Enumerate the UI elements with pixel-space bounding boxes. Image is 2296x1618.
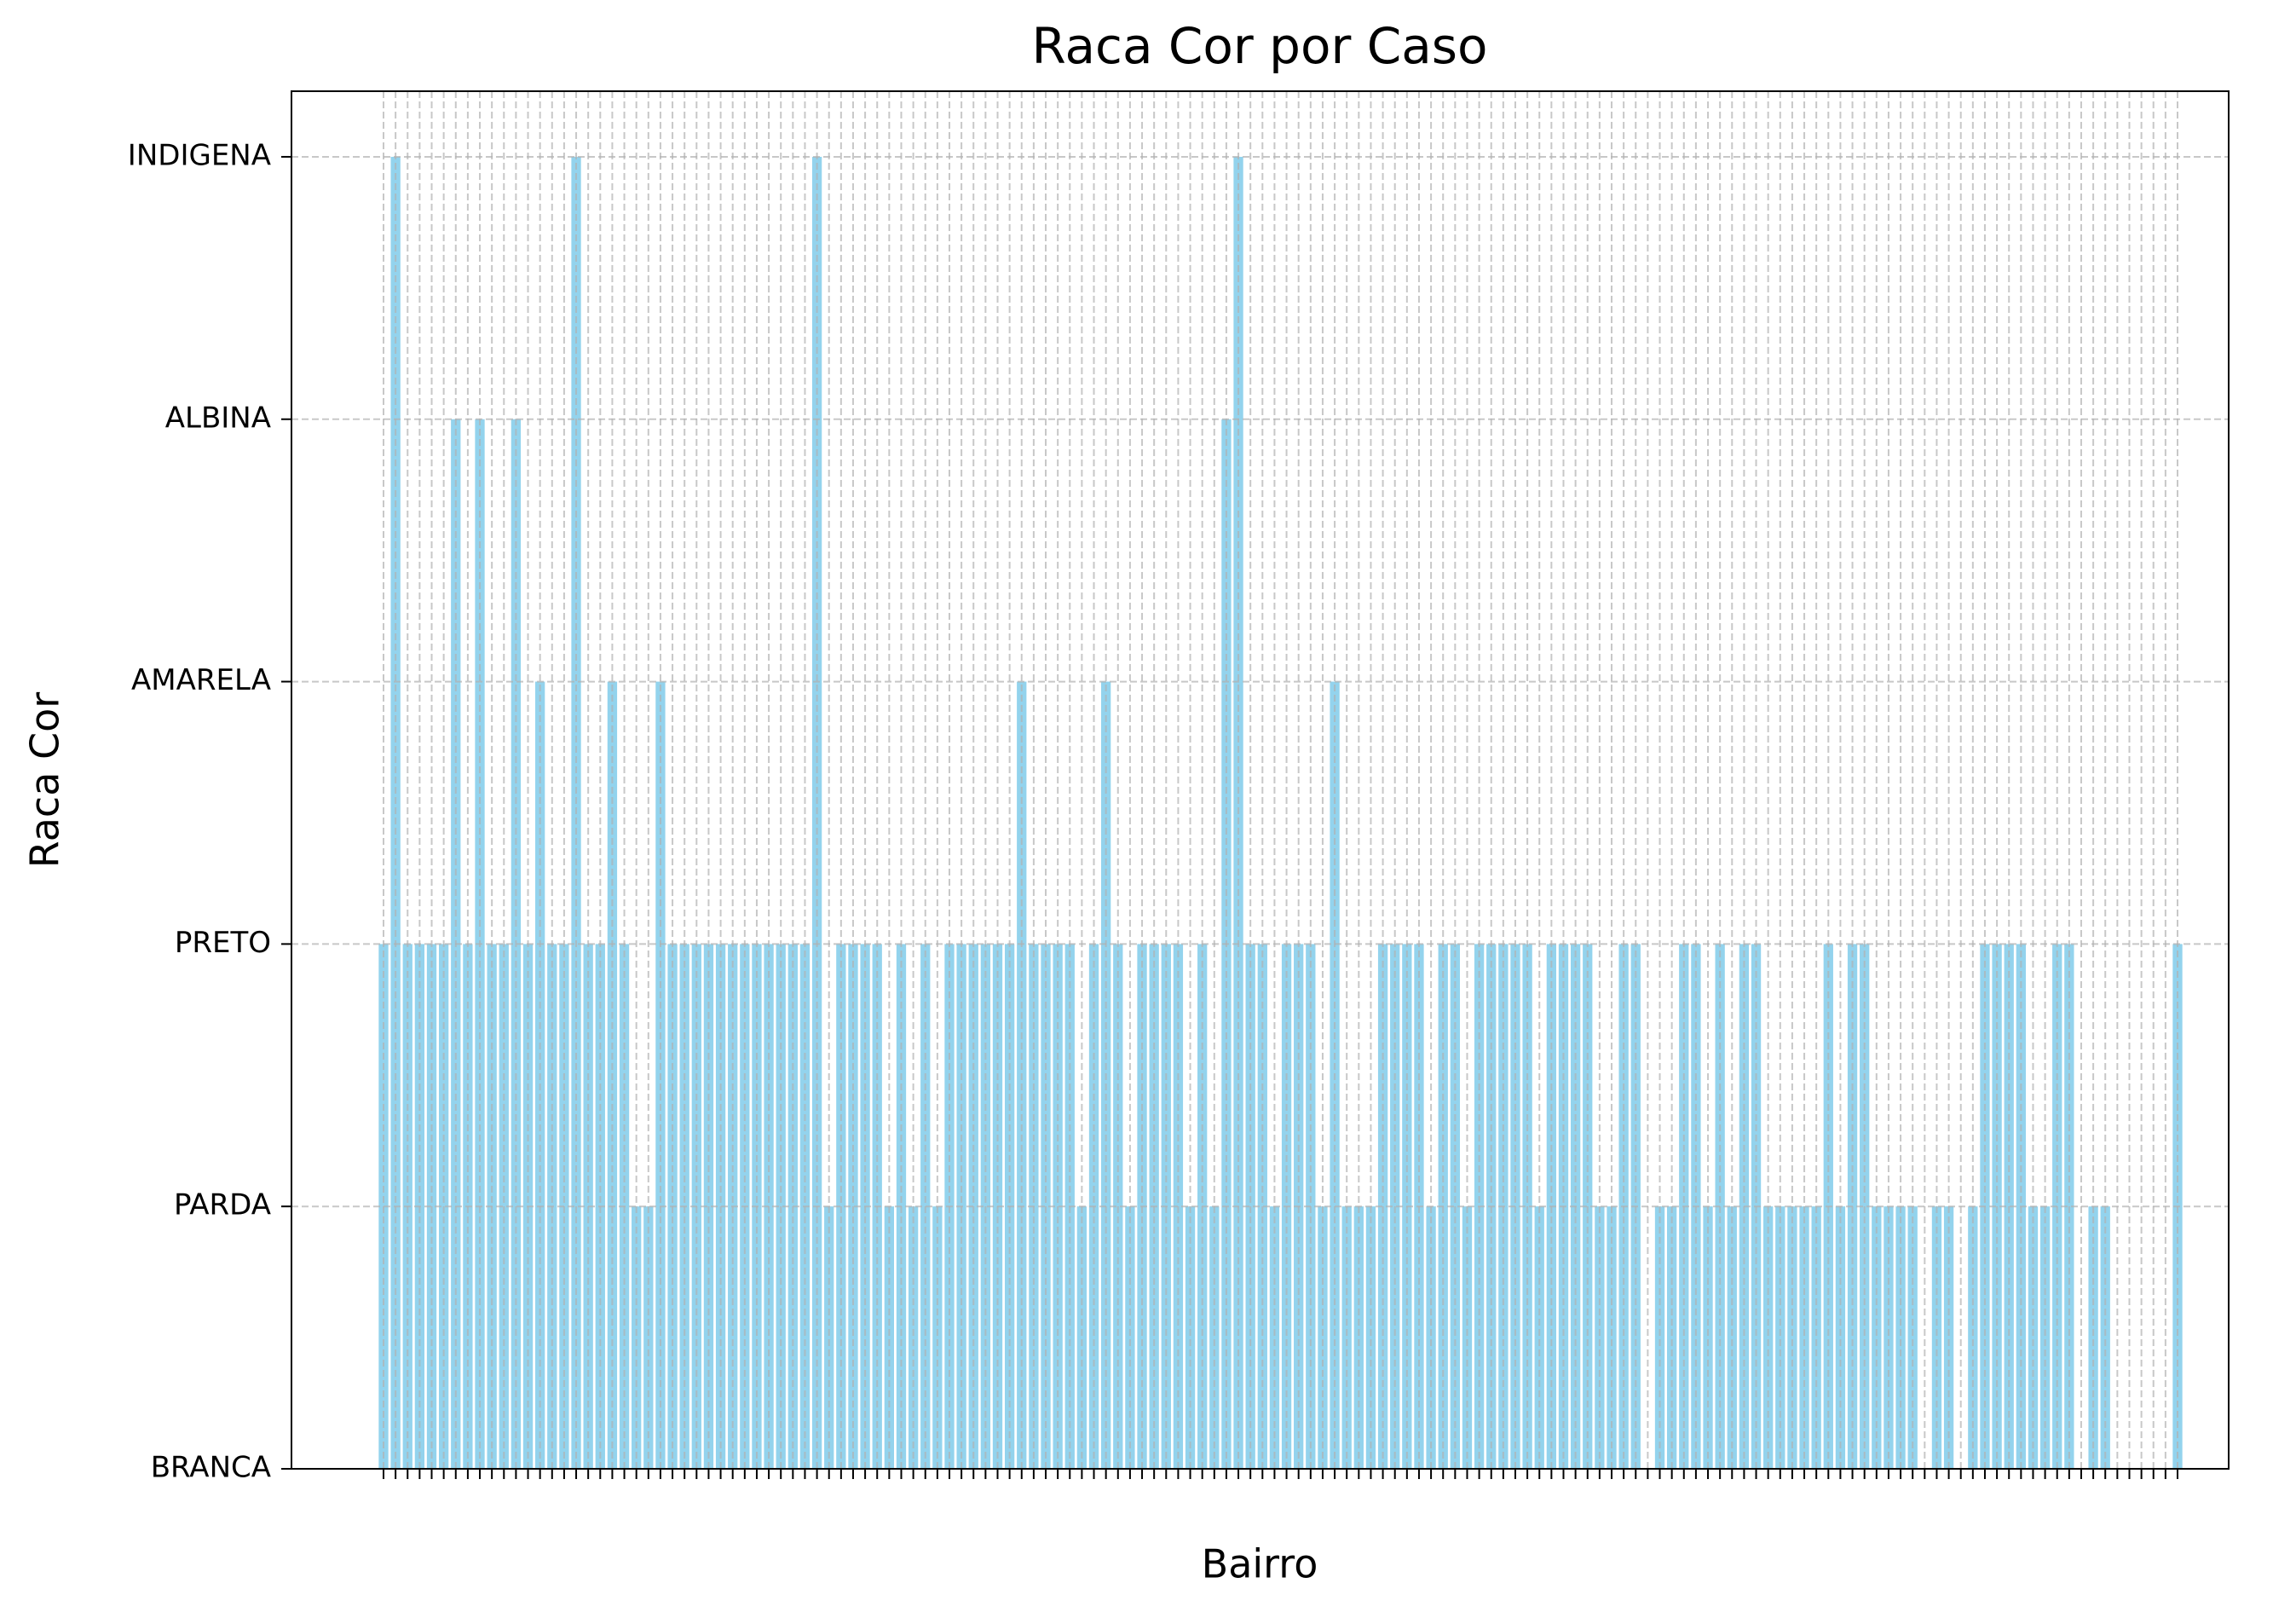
bar [2100, 1206, 2110, 1469]
bar [1907, 1206, 1918, 1469]
bar [1426, 1206, 1436, 1469]
bar [1943, 1206, 1954, 1469]
bar [1799, 1206, 1809, 1469]
bar [1185, 1206, 1196, 1469]
bar [1534, 1206, 1544, 1469]
bar [2039, 1206, 2051, 1469]
bar [1872, 1206, 1882, 1469]
bar [1318, 1206, 1328, 1469]
bar [908, 1206, 919, 1469]
bar [2028, 1206, 2039, 1469]
bar [1703, 1206, 1713, 1469]
bar [932, 1206, 943, 1469]
bar [1365, 1206, 1376, 1469]
bar [643, 1206, 654, 1469]
bar [1811, 1206, 1821, 1469]
bar [1209, 1206, 1220, 1469]
bar [1269, 1206, 1280, 1469]
y-tick-label: ALBINA [165, 401, 271, 435]
plot-frame [291, 90, 2230, 1470]
bar [1727, 1206, 1737, 1469]
bar [1654, 1206, 1665, 1469]
bar [1884, 1206, 1894, 1469]
y-tick-label: BRANCA [151, 1451, 271, 1485]
bar [1595, 1206, 1605, 1469]
bar [884, 1206, 895, 1469]
bar [1353, 1206, 1364, 1469]
bar [1835, 1206, 1846, 1469]
y-axis-label: Raca Cor [22, 692, 68, 869]
bar [1125, 1206, 1135, 1469]
chart-title: Raca Cor por Caso [1031, 17, 1487, 75]
y-tick-label: AMARELA [131, 663, 271, 697]
bar [1076, 1206, 1087, 1469]
bar [1341, 1206, 1352, 1469]
bar [1775, 1206, 1785, 1469]
bar [1931, 1206, 1942, 1469]
bar [1787, 1206, 1797, 1469]
bar [2088, 1206, 2098, 1469]
x-axis-label: Bairro [1202, 1541, 1318, 1587]
bar [632, 1206, 642, 1469]
bar [1763, 1206, 1774, 1469]
y-tick-label: PARDA [174, 1188, 271, 1222]
bar [1462, 1206, 1473, 1469]
bar [1895, 1206, 1906, 1469]
y-tick-label: PRETO [175, 926, 271, 960]
bar [824, 1206, 834, 1469]
bar [1607, 1206, 1617, 1469]
bar [1968, 1206, 1978, 1469]
y-tick-label: INDIGENA [128, 138, 271, 172]
bar [1666, 1206, 1677, 1469]
